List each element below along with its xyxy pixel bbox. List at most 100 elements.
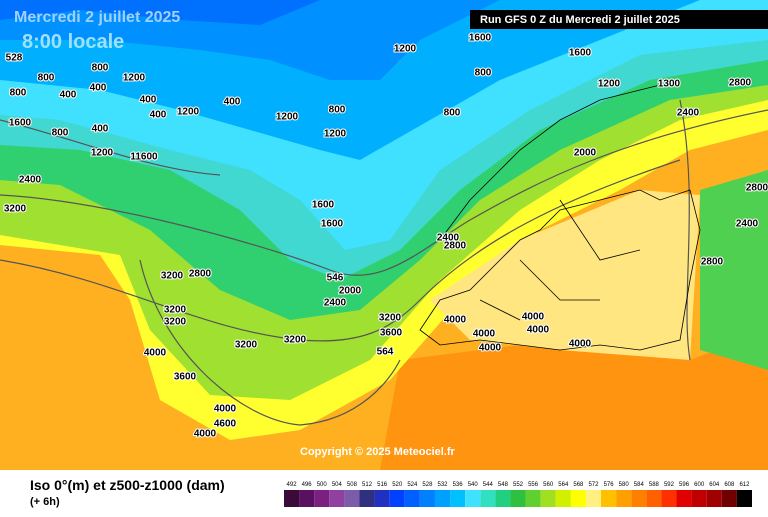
- contour-label: 3600: [174, 372, 197, 383]
- contour-label: 800: [92, 63, 109, 74]
- contour-label: 400: [150, 110, 167, 121]
- contour-label: 3600: [380, 328, 403, 339]
- colorbar-swatch: [706, 490, 722, 507]
- colorbar-label: 520: [392, 482, 403, 488]
- colorbar-swatch: [691, 490, 707, 507]
- footer-title: Iso 0°(m) et z500-z1000 (dam): [30, 477, 225, 493]
- contour-label: 1200: [324, 129, 347, 140]
- colorbar-swatch: [359, 490, 375, 507]
- contour-label: 2400: [437, 233, 460, 244]
- contour-label: 2400: [19, 175, 42, 186]
- colorbar-label: 524: [407, 482, 418, 488]
- contour-label: 4000: [569, 339, 592, 350]
- colorbar-label: 532: [438, 482, 449, 488]
- contour-label: 3200: [164, 317, 187, 328]
- colorbar-swatch: [419, 490, 435, 507]
- colorbar-label: 592: [664, 482, 675, 488]
- colorbar-swatch: [434, 490, 451, 507]
- contour-label: 3200: [235, 340, 258, 351]
- contour-label: 800: [52, 128, 69, 139]
- contour-label: 400: [60, 90, 77, 101]
- contour-label: 4000: [522, 312, 545, 323]
- colorbar-swatch: [631, 490, 647, 507]
- colorbar-swatch: [284, 490, 300, 507]
- contour-label: 400: [224, 97, 241, 108]
- colorbar-label: 500: [317, 482, 328, 488]
- colorbar-label: 552: [513, 482, 524, 488]
- contour-label: 4000: [214, 404, 237, 415]
- contour-label: 400: [90, 83, 107, 94]
- contour-label: 1200: [276, 112, 299, 123]
- colorbar-swatch: [374, 490, 390, 507]
- colorbar-swatch: [570, 490, 586, 507]
- colorbar-swatch: [389, 490, 405, 507]
- contour-label: 2400: [324, 298, 347, 309]
- colorbar-swatch: [465, 490, 481, 507]
- colorbar-label: 536: [453, 482, 464, 488]
- contour-label: 564: [377, 347, 394, 358]
- colorbar-swatch: [646, 490, 662, 507]
- colorbar-swatch: [525, 490, 541, 507]
- colorbar-label: 568: [573, 482, 584, 488]
- time-label: 8:00 locale: [22, 31, 124, 53]
- contour-label: 1600: [9, 118, 32, 129]
- contour-label: 1600: [321, 219, 344, 230]
- colorbar-label: 584: [634, 482, 645, 488]
- contour-label: 4000: [527, 325, 550, 336]
- contour-label: 800: [329, 105, 346, 116]
- contour-label: 4000: [144, 348, 167, 359]
- colorbar-label: 496: [302, 482, 313, 488]
- colorbar-label: 608: [724, 482, 735, 488]
- contour-label: 2000: [574, 148, 597, 159]
- colorbar-label: 596: [679, 482, 690, 488]
- colorbar-label: 504: [332, 482, 343, 488]
- colorbar-label: 540: [468, 482, 479, 488]
- contour-label: 800: [475, 68, 492, 79]
- colorbar-swatch: [299, 490, 315, 507]
- colorbar-swatch: [495, 490, 511, 507]
- colorbar-swatch: [661, 490, 677, 507]
- colorbar-label: 512: [362, 482, 373, 488]
- contour-label: 3200: [164, 305, 187, 316]
- colorbar-label: 572: [588, 482, 599, 488]
- colorbar-label: 556: [528, 482, 539, 488]
- contour-label: 4600: [214, 419, 237, 430]
- contour-label: 3200: [284, 335, 307, 346]
- colorbar-label: 528: [422, 482, 433, 488]
- colorbar-label: 600: [694, 482, 705, 488]
- colorbar-swatch: [721, 490, 737, 507]
- colorbar-label: 588: [649, 482, 660, 488]
- contour-label: 3200: [161, 271, 184, 282]
- footer-step: (+ 6h): [30, 496, 60, 508]
- contour-label: 4000: [444, 315, 467, 326]
- contour-label: 2800: [729, 78, 752, 89]
- contour-label: 4000: [473, 329, 496, 340]
- colorbar-swatch: [314, 490, 330, 507]
- colorbar-swatch: [344, 490, 360, 507]
- map-background: [0, 0, 768, 470]
- colorbar-swatch: [329, 490, 345, 507]
- colorbar-swatch: [540, 490, 556, 507]
- contour-label: 546: [327, 273, 344, 284]
- colorbar-label: 580: [619, 482, 630, 488]
- colorbar-label: 548: [498, 482, 509, 488]
- contour-label: 2400: [736, 219, 759, 230]
- contour-label: 2800: [746, 183, 768, 194]
- contour-label: 400: [92, 124, 109, 135]
- contour-label: 2800: [701, 257, 724, 268]
- colorbar-swatch: [404, 490, 420, 507]
- colorbar-label: 516: [377, 482, 388, 488]
- date-title: Mercredi 2 juillet 2025: [14, 9, 180, 26]
- colorbar-label: 544: [483, 482, 494, 488]
- colorbar-swatch: [510, 490, 526, 507]
- contour-label: 1200: [91, 148, 114, 159]
- contour-label: 11600: [130, 152, 158, 163]
- contour-label: 528: [6, 53, 23, 64]
- copyright: Copyright © 2025 Meteociel.fr: [300, 446, 456, 458]
- contour-label: 4000: [194, 429, 217, 440]
- contour-label: 400: [140, 95, 157, 106]
- colorbar-swatch: [585, 490, 602, 507]
- colorbar-label: 576: [604, 482, 615, 488]
- contour-label: 3200: [4, 204, 27, 215]
